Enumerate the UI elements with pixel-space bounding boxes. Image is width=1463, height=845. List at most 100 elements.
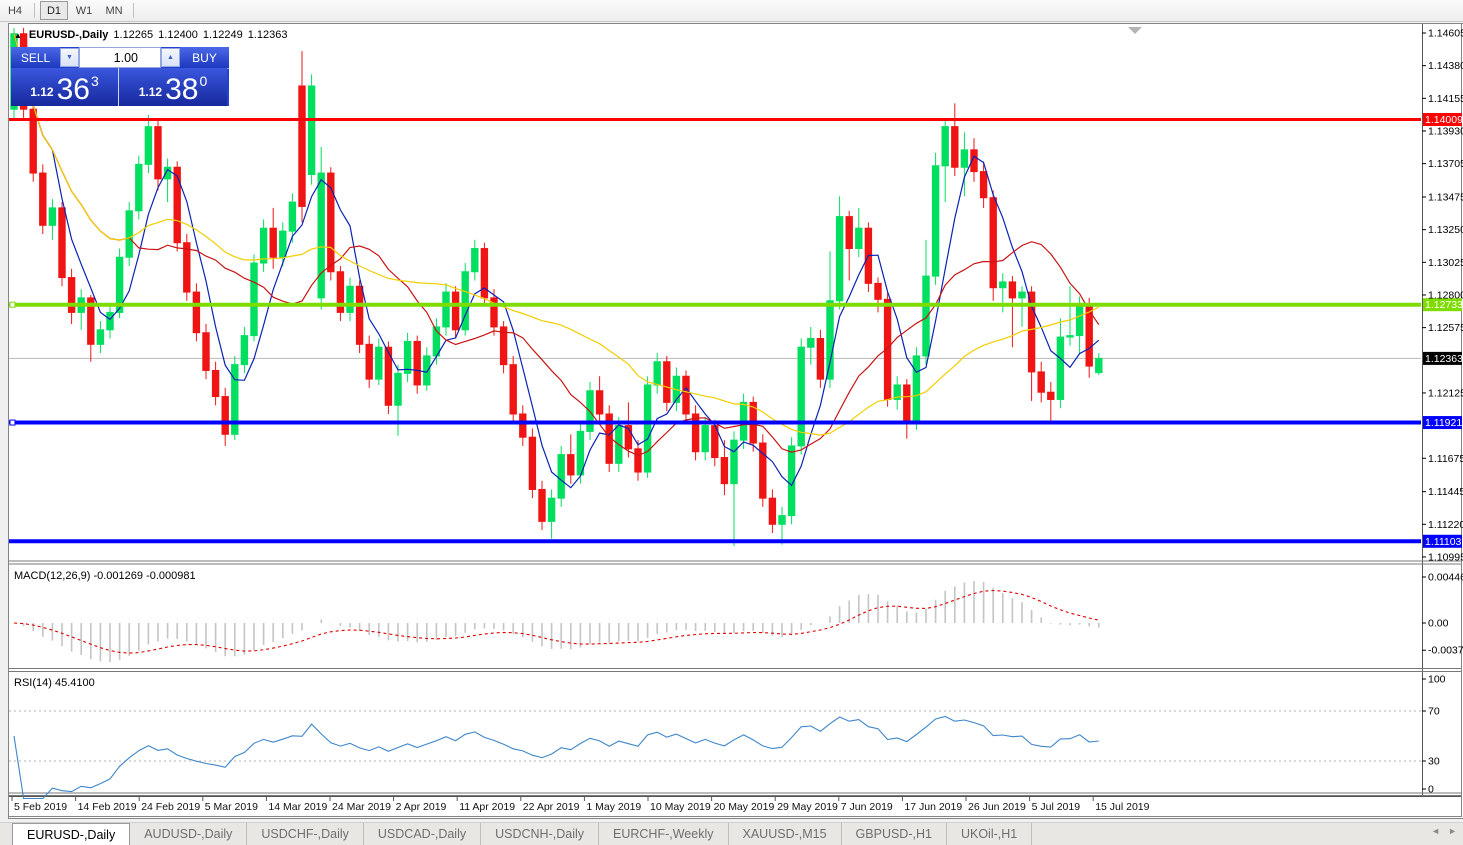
tab-eurchf-weekly[interactable]: EURCHF-,Weekly bbox=[599, 823, 729, 845]
window-frame bbox=[8, 23, 1462, 817]
candlestick bbox=[1027, 291, 1036, 373]
price-tick-label: 1.12575 bbox=[1428, 322, 1463, 334]
tab-usdcad-daily[interactable]: USDCAD-,Daily bbox=[364, 823, 482, 845]
candlestick bbox=[797, 346, 805, 447]
line-drag-handle[interactable] bbox=[9, 301, 16, 308]
tab-ukoil-h1[interactable]: UKOil-,H1 bbox=[947, 823, 1033, 845]
candlestick bbox=[202, 332, 210, 371]
candlestick bbox=[192, 291, 201, 334]
candlestick bbox=[643, 384, 652, 473]
tab-gbpusd-h1[interactable]: GBPUSD-,H1 bbox=[842, 823, 947, 845]
candlestick bbox=[567, 454, 575, 476]
candlestick bbox=[240, 335, 249, 366]
candlestick bbox=[231, 364, 239, 435]
candlestick bbox=[87, 297, 95, 345]
candlestick bbox=[931, 165, 940, 277]
buy-price[interactable]: 1.12 38 0 bbox=[119, 68, 227, 106]
period-button-h4[interactable]: H4 bbox=[7, 4, 23, 17]
price-tick-label: 1.10995 bbox=[1428, 551, 1463, 563]
line-drag-handle[interactable] bbox=[9, 419, 16, 426]
candlestick bbox=[365, 343, 373, 380]
candlestick bbox=[1075, 303, 1084, 337]
candlestick bbox=[989, 197, 997, 289]
candlestick bbox=[1047, 391, 1055, 400]
macd-label: MACD(12,26,9) -0.001269 -0.000981 bbox=[14, 570, 196, 582]
candlestick bbox=[759, 442, 767, 499]
candlestick bbox=[144, 126, 153, 165]
candlestick bbox=[701, 425, 709, 453]
candlestick bbox=[912, 355, 921, 422]
candlestick bbox=[154, 126, 162, 180]
sell-price-big: 36 bbox=[56, 73, 90, 106]
toolbar-divider bbox=[133, 3, 134, 18]
candlestick bbox=[663, 361, 671, 403]
price-tick-label: 1.11675 bbox=[1428, 453, 1463, 465]
candlestick bbox=[355, 285, 364, 345]
chart-header: ▲ EURUSD-,Daily 1.12265 1.12400 1.12249 … bbox=[14, 29, 287, 41]
tab-usdcnh-daily[interactable]: USDCNH-,Daily bbox=[481, 823, 600, 845]
toolbar-divider bbox=[34, 3, 35, 18]
tab-xauusd-m15[interactable]: XAUUSD-,M15 bbox=[729, 823, 842, 845]
rsi-label: RSI(14) 45.4100 bbox=[14, 677, 95, 689]
candlestick bbox=[307, 85, 316, 176]
period-button-d1[interactable]: D1 bbox=[40, 1, 68, 20]
candlestick bbox=[384, 346, 393, 406]
candlestick bbox=[835, 216, 844, 302]
candlestick bbox=[298, 85, 306, 207]
candlestick bbox=[269, 227, 277, 258]
chart-shift-marker-icon[interactable] bbox=[1128, 27, 1142, 34]
tab-scroll-right-icon[interactable]: ► bbox=[1448, 826, 1457, 836]
tab-audusd-daily[interactable]: AUDUSD-,Daily bbox=[130, 823, 248, 845]
candlestick bbox=[787, 445, 796, 517]
collapse-icon[interactable]: ▲ bbox=[14, 30, 22, 40]
tab-scroll-left-icon[interactable]: ◄ bbox=[1431, 826, 1441, 836]
candlestick bbox=[288, 201, 297, 232]
volume-input[interactable]: 1.00 bbox=[79, 47, 161, 68]
candlestick bbox=[595, 390, 604, 415]
macd-axis-label: -0.003715 bbox=[1428, 645, 1463, 657]
date-tick-label: 20 May 2019 bbox=[714, 801, 775, 813]
ohlc-high: 1.12400 bbox=[158, 29, 198, 41]
sell-button[interactable]: SELL bbox=[11, 47, 60, 69]
tab-eurusd-daily[interactable]: EURUSD-,Daily bbox=[12, 823, 131, 845]
rsi-axis-label: 30 bbox=[1428, 756, 1440, 768]
date-tick-label: 24 Feb 2019 bbox=[141, 801, 200, 813]
ohlc-open: 1.12265 bbox=[113, 29, 154, 41]
current-price-badge-text: 1.12363 bbox=[1425, 353, 1463, 365]
tab-usdchf-daily[interactable]: USDCHF-,Daily bbox=[247, 823, 364, 845]
candlestick bbox=[125, 210, 133, 258]
candlestick bbox=[163, 166, 172, 180]
price-tick-label: 1.13025 bbox=[1428, 257, 1463, 269]
sell-price-sup: 3 bbox=[90, 73, 99, 89]
volume-decrease-button[interactable]: ▼ bbox=[60, 48, 79, 67]
candlestick bbox=[519, 413, 527, 438]
candlestick bbox=[394, 372, 402, 406]
volume-increase-button[interactable]: ▲ bbox=[161, 48, 180, 67]
candlestick bbox=[96, 329, 105, 345]
candlestick bbox=[327, 172, 335, 273]
moving-average-line bbox=[13, 33, 1100, 436]
candlestick bbox=[173, 166, 181, 244]
candlestick bbox=[48, 207, 57, 226]
candlestick bbox=[816, 338, 825, 380]
period-button-mn[interactable]: MN bbox=[105, 4, 123, 17]
level-badge-text: 1.14009 bbox=[1425, 114, 1463, 126]
candlestick bbox=[893, 384, 901, 400]
chevron-down-icon: ▼ bbox=[66, 54, 73, 61]
level-badge-text: 1.11103 bbox=[1425, 536, 1462, 548]
buy-button[interactable]: BUY bbox=[180, 47, 229, 69]
date-tick-label: 10 May 2019 bbox=[650, 801, 711, 813]
candlestick bbox=[461, 271, 469, 331]
candlestick bbox=[1095, 357, 1103, 374]
candlestick bbox=[58, 207, 66, 279]
sell-price[interactable]: 1.12 36 3 bbox=[11, 68, 119, 106]
period-button-w1[interactable]: W1 bbox=[75, 4, 93, 17]
macd-axis-label: 0.00 bbox=[1428, 618, 1449, 630]
candlestick bbox=[317, 172, 325, 299]
candlestick bbox=[768, 497, 777, 525]
candlestick bbox=[346, 285, 354, 313]
date-tick-label: 14 Mar 2019 bbox=[268, 801, 327, 813]
price-tick-label: 1.13930 bbox=[1428, 125, 1463, 137]
buy-price-prefix: 1.12 bbox=[138, 85, 163, 99]
